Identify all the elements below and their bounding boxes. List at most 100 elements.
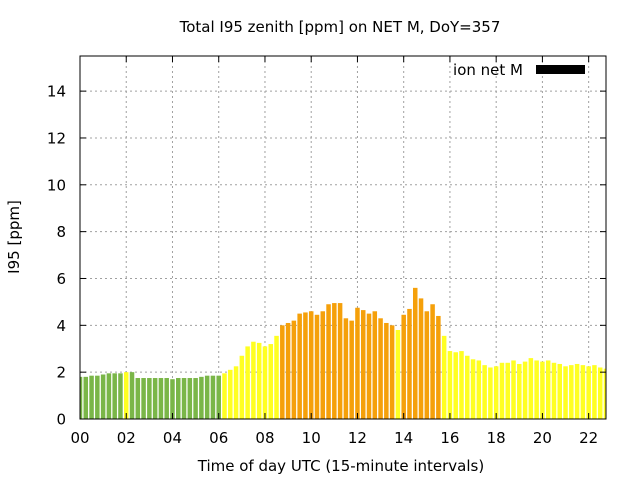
bar bbox=[80, 376, 83, 419]
bar bbox=[123, 372, 129, 419]
bar bbox=[303, 312, 308, 419]
y-tick-label: 12 bbox=[47, 129, 66, 147]
bar bbox=[170, 379, 175, 419]
bar bbox=[436, 315, 441, 419]
bar bbox=[412, 287, 418, 419]
bar bbox=[176, 378, 181, 419]
bar bbox=[366, 313, 372, 419]
bar bbox=[395, 330, 401, 419]
bar bbox=[430, 304, 435, 419]
bar bbox=[95, 375, 100, 419]
bar bbox=[135, 378, 141, 419]
bar bbox=[256, 342, 262, 419]
bar bbox=[540, 361, 545, 419]
x-axis-label: Time of day UTC (15-minute intervals) bbox=[197, 457, 484, 475]
bar bbox=[100, 374, 106, 419]
plot-frame bbox=[79, 55, 607, 420]
bar bbox=[199, 376, 204, 419]
bar bbox=[228, 369, 233, 419]
bar bbox=[534, 360, 539, 419]
bar bbox=[488, 367, 493, 419]
bar bbox=[106, 373, 112, 419]
x-tick-label: 08 bbox=[255, 429, 274, 447]
bar bbox=[569, 365, 574, 419]
bar bbox=[152, 378, 158, 419]
bar bbox=[320, 311, 326, 419]
bar bbox=[603, 368, 606, 419]
bar bbox=[274, 335, 279, 419]
bar bbox=[482, 365, 487, 419]
bar bbox=[118, 373, 123, 419]
y-tick-label: 0 bbox=[56, 411, 66, 429]
bar bbox=[349, 320, 354, 419]
bar bbox=[262, 346, 268, 419]
x-tick-label: 10 bbox=[302, 429, 321, 447]
bar bbox=[592, 365, 597, 419]
bar bbox=[597, 367, 603, 419]
bar bbox=[389, 325, 395, 419]
bar bbox=[465, 355, 470, 419]
bar bbox=[574, 363, 580, 419]
chart-title: Total I95 zenith [ppm] on NET M, DoY=357 bbox=[179, 18, 501, 36]
bar bbox=[355, 307, 360, 419]
x-tick-label: 00 bbox=[70, 429, 89, 447]
bar bbox=[245, 346, 250, 419]
bar-series bbox=[80, 287, 606, 419]
y-tick-label: 8 bbox=[56, 223, 66, 241]
bar bbox=[401, 314, 406, 419]
bar bbox=[505, 362, 510, 419]
bar bbox=[343, 318, 349, 419]
x-tick-label: 06 bbox=[209, 429, 228, 447]
bar bbox=[285, 322, 291, 419]
bar bbox=[511, 360, 516, 419]
bar bbox=[112, 373, 117, 419]
bar bbox=[308, 311, 314, 419]
bar bbox=[522, 361, 528, 419]
bar bbox=[291, 320, 297, 419]
x-tick-label: 18 bbox=[487, 429, 506, 447]
x-tick-label: 14 bbox=[394, 429, 413, 447]
bar bbox=[147, 378, 152, 419]
bar bbox=[360, 310, 366, 419]
bar bbox=[499, 362, 505, 419]
bar bbox=[141, 378, 146, 419]
bar bbox=[378, 318, 383, 419]
bar bbox=[268, 344, 274, 419]
bar bbox=[297, 313, 302, 419]
bar bbox=[314, 314, 320, 419]
bar bbox=[545, 360, 551, 419]
y-tick-label: 6 bbox=[56, 270, 66, 288]
bar bbox=[222, 373, 227, 419]
y-axis-label: I95 [ppm] bbox=[5, 200, 23, 274]
bar bbox=[193, 378, 198, 419]
legend-swatch bbox=[536, 65, 585, 74]
bar bbox=[557, 363, 563, 419]
bar bbox=[580, 365, 586, 419]
bar bbox=[181, 378, 187, 419]
x-tick-label: 02 bbox=[117, 429, 136, 447]
x-tick-label: 22 bbox=[579, 429, 598, 447]
grid-lines bbox=[80, 56, 606, 419]
legend-label: ion net M bbox=[453, 61, 523, 79]
bar bbox=[424, 311, 430, 419]
y-tick-label: 10 bbox=[47, 176, 66, 194]
bar bbox=[528, 358, 534, 419]
bar bbox=[332, 303, 337, 419]
bar bbox=[447, 351, 453, 419]
y-tick-label: 14 bbox=[47, 83, 66, 101]
bar bbox=[239, 355, 245, 419]
bar bbox=[551, 362, 557, 419]
legend: ion net M bbox=[453, 61, 585, 79]
y-tick-label: 2 bbox=[56, 364, 66, 382]
bar bbox=[459, 351, 464, 419]
bar bbox=[280, 325, 285, 419]
bar bbox=[337, 303, 343, 419]
bar bbox=[251, 341, 256, 419]
bar bbox=[517, 363, 522, 419]
bar bbox=[204, 375, 210, 419]
bar bbox=[158, 378, 164, 419]
bar bbox=[164, 378, 169, 419]
bar bbox=[586, 366, 591, 419]
bar bbox=[187, 378, 193, 419]
